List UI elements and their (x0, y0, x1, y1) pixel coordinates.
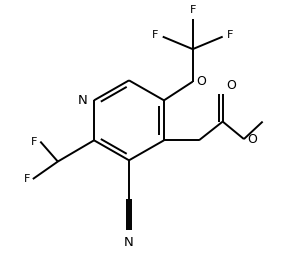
Text: N: N (124, 236, 134, 249)
Text: F: F (23, 174, 30, 184)
Text: N: N (78, 94, 88, 107)
Text: F: F (31, 136, 37, 147)
Text: O: O (196, 75, 206, 88)
Text: O: O (227, 79, 236, 92)
Text: O: O (247, 133, 257, 146)
Text: F: F (190, 5, 196, 15)
Text: F: F (227, 30, 233, 41)
Text: F: F (152, 30, 159, 41)
